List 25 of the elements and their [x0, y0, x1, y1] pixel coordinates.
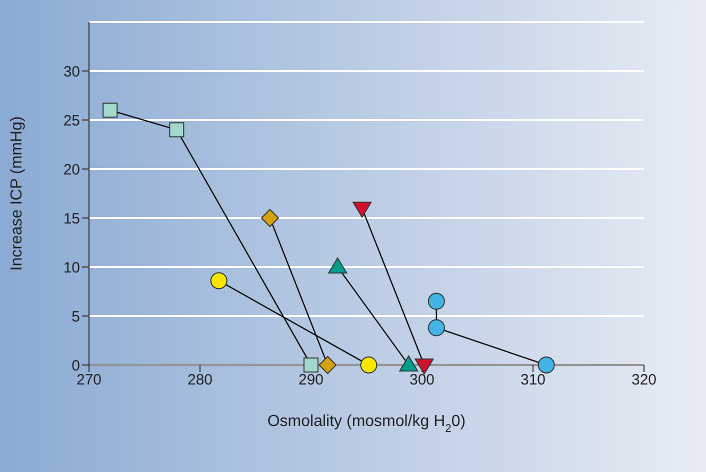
- point: [304, 358, 318, 372]
- y-tick-label: 25: [63, 112, 80, 130]
- point: [210, 272, 228, 290]
- y-tick-label: 0: [72, 357, 80, 374]
- y-tick-label: 5: [72, 308, 80, 326]
- point: [260, 209, 279, 227]
- point: [318, 356, 337, 374]
- x-tick-label: 290: [298, 372, 324, 389]
- point: [428, 292, 445, 310]
- y-tick-label: 30: [63, 63, 80, 80]
- x-tick-label: 270: [76, 372, 102, 389]
- x-tick-label: 300: [409, 372, 435, 389]
- point: [102, 102, 118, 118]
- x-tick-label: 310: [520, 372, 546, 389]
- point: [428, 319, 445, 336]
- point: [360, 356, 378, 374]
- y-tick-label: 20: [63, 161, 80, 178]
- point: [169, 122, 184, 138]
- point: [538, 356, 555, 374]
- x-tick-label: 320: [631, 372, 657, 389]
- x-axis-title: Osmolality (mosmol/kg H$_{2}$0): [267, 413, 466, 435]
- y-tick-label: 10: [63, 259, 80, 276]
- y-axis-title: Increase ICP (mmHg): [8, 116, 26, 271]
- y-tick-label: 15: [63, 210, 80, 228]
- x-tick-label: 280: [187, 372, 213, 389]
